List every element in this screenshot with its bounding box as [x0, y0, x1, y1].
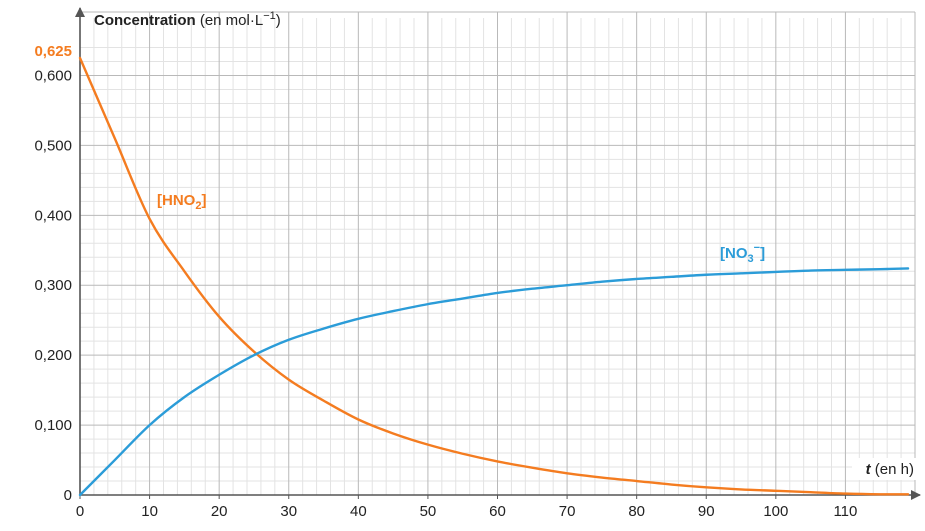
x-tick-label: 80 — [628, 503, 645, 520]
x-tick-label: 0 — [76, 503, 84, 520]
x-tick-label: 40 — [350, 503, 367, 520]
y-tick-label: 0,400 — [34, 207, 72, 224]
series-label-no3-: [NO3−] — [720, 242, 765, 265]
series-lines — [78, 56, 910, 497]
x-tick-label: 90 — [698, 503, 715, 520]
grid — [80, 11, 916, 495]
y-tick-label: 0,600 — [34, 67, 72, 84]
x-tick-label: 50 — [420, 503, 437, 520]
y-tick-label: 0,200 — [34, 347, 72, 364]
y-tick-label: 0,300 — [34, 277, 72, 294]
series-label-hno2: [HNO2] — [157, 192, 206, 212]
x-axis-title: t (en h) — [866, 461, 914, 478]
y-tick-label: 0 — [64, 487, 72, 504]
x-tick-label: 20 — [211, 503, 228, 520]
series-line-hno2 — [78, 56, 910, 496]
y-tick-label: 0,500 — [34, 137, 72, 154]
x-tick-label: 30 — [280, 503, 297, 520]
x-tick-label: 10 — [141, 503, 158, 520]
y-tick-label: 0,100 — [34, 417, 72, 434]
y-tick-label-highlight: 0,625 — [34, 43, 72, 60]
x-axis-title-background — [852, 458, 916, 480]
x-tick-label: 70 — [559, 503, 576, 520]
labels: 0 10 20 30 40 50 60 70 80 90 100 110 0 0,100 0,200 0,30… — [34, 10, 916, 520]
axes — [75, 7, 921, 500]
x-tick-label: 110 — [833, 503, 857, 520]
x-tick-label: 100 — [763, 503, 788, 520]
series-line-no3- — [78, 267, 910, 497]
y-axis-title: Concentration (en mol·L−1) — [94, 10, 281, 29]
x-tick-label: 60 — [489, 503, 506, 520]
